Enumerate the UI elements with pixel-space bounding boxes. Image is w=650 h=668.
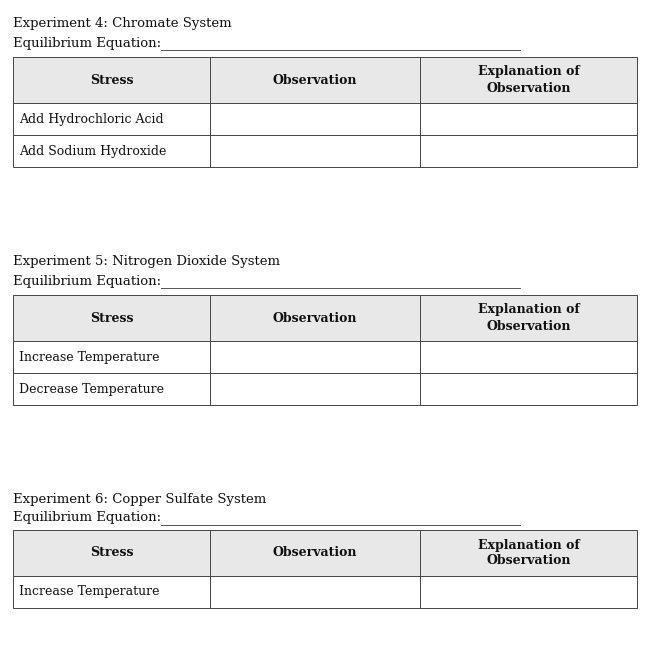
Bar [13,295,637,341]
Text: Stress: Stress [90,311,133,325]
Text: Equilibrium Equation:: Equilibrium Equation: [13,512,170,524]
Bar [13,295,637,405]
Text: Experiment 5: Nitrogen Dioxide System: Experiment 5: Nitrogen Dioxide System [13,255,280,269]
Text: Explanation of
Observation: Explanation of Observation [478,538,579,568]
Text: Decrease Temperature: Decrease Temperature [19,383,164,395]
Text: Stress: Stress [90,73,133,86]
Text: Observation: Observation [273,73,358,86]
Text: Equilibrium Equation:: Equilibrium Equation: [13,37,170,49]
Bar [13,530,637,608]
Text: Stress: Stress [90,546,133,560]
Bar [13,530,637,576]
Text: Increase Temperature: Increase Temperature [19,351,159,363]
Text: Experiment 4: Chromate System: Experiment 4: Chromate System [13,17,231,31]
Text: Add Sodium Hydroxide: Add Sodium Hydroxide [19,144,166,158]
Bar [13,57,637,103]
Text: Observation: Observation [273,311,358,325]
Text: Experiment 6: Copper Sulfate System: Experiment 6: Copper Sulfate System [13,492,266,506]
Text: Observation: Observation [273,546,358,560]
Bar [13,57,637,167]
Text: Explanation of
Observation: Explanation of Observation [478,65,579,94]
Text: Add Hydrochloric Acid: Add Hydrochloric Acid [19,112,164,126]
Text: Increase Temperature: Increase Temperature [19,585,159,599]
Text: Equilibrium Equation:: Equilibrium Equation: [13,275,170,287]
Text: Explanation of
Observation: Explanation of Observation [478,303,579,333]
